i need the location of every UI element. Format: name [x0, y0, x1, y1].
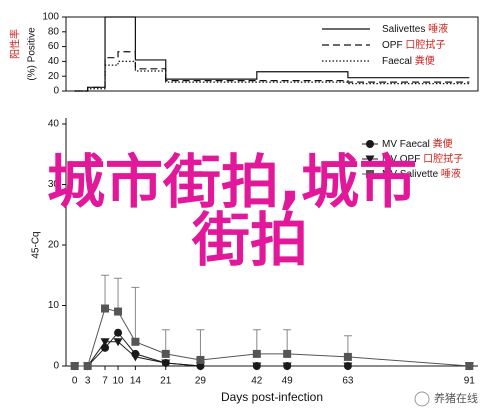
marker	[70, 362, 79, 370]
marker	[343, 352, 352, 361]
x-tick-label: 42	[251, 376, 263, 387]
step-line	[74, 51, 470, 92]
marker	[196, 355, 205, 364]
marker	[83, 362, 92, 370]
error-bar	[131, 286, 140, 342]
x-axis-label: Days post-infection	[221, 390, 323, 404]
marker	[114, 328, 123, 337]
x-tick-label: 29	[195, 376, 207, 387]
plot-frame	[65, 16, 479, 92]
x-tick-label: 7	[102, 376, 108, 387]
marker	[283, 349, 292, 358]
x-tick-label: 91	[464, 376, 476, 387]
marker	[343, 362, 353, 371]
x-tick-label: 3	[85, 376, 91, 387]
legend-label: MV Salivette 唾液	[382, 167, 461, 180]
marker	[282, 362, 292, 371]
marker	[131, 337, 140, 346]
legend-label: Salivettes 唾液	[382, 22, 448, 35]
x-tick-label: 0	[72, 376, 78, 387]
step-line	[74, 60, 470, 92]
marker	[101, 304, 110, 313]
marker	[113, 338, 123, 347]
y-tick-label: 40	[48, 119, 60, 130]
marker	[195, 362, 205, 371]
y-axis-label: 阳性率	[9, 29, 22, 59]
y-tick-label: 0	[53, 86, 59, 97]
y-axis-label: (%) Positive	[27, 27, 38, 81]
y-tick-label: 10	[48, 300, 60, 311]
error-bar	[161, 329, 170, 354]
marker	[161, 349, 170, 358]
x-tick-label: 21	[160, 376, 172, 387]
marker	[130, 353, 140, 362]
y-tick-label: 0	[53, 361, 59, 372]
x-tick-label: 10	[112, 376, 124, 387]
watermark: 养猪在线	[434, 391, 478, 405]
marker	[114, 307, 123, 316]
y-tick-label: 60	[48, 41, 60, 52]
y-axis-label: 45-Cq	[31, 231, 42, 258]
marker	[465, 362, 474, 370]
step-line	[74, 16, 470, 92]
y-tick-label: 20	[48, 240, 60, 251]
x-tick-label: 14	[130, 376, 142, 387]
x-tick-label: 49	[282, 376, 294, 387]
legend-label: MV OPF 口腔拭子	[382, 152, 463, 165]
marker	[161, 359, 171, 368]
error-bar	[252, 329, 261, 354]
watermark-icon	[414, 391, 430, 407]
error-bar	[196, 329, 205, 360]
error-bar	[283, 329, 292, 354]
x-tick-label: 63	[342, 376, 354, 387]
y-tick-label: 80	[48, 26, 60, 37]
y-tick-label: 40	[48, 56, 60, 67]
legend-label: MV Faecal 粪便	[382, 137, 453, 150]
marker	[252, 362, 262, 371]
error-bar	[101, 274, 110, 309]
overlay-text: 城市街拍,城市	[47, 148, 417, 216]
legend-label: Faecal 粪便	[382, 54, 435, 67]
y-tick-label: 20	[48, 71, 60, 82]
y-tick-label: 100	[42, 12, 59, 23]
marker	[100, 338, 110, 347]
y-tick-label: 30	[48, 179, 60, 190]
marker	[101, 343, 110, 352]
overlay-text: 街拍	[191, 206, 308, 274]
error-bar	[114, 277, 123, 312]
marker	[252, 349, 261, 358]
legend-label: OPF 口腔拭子	[382, 38, 445, 51]
